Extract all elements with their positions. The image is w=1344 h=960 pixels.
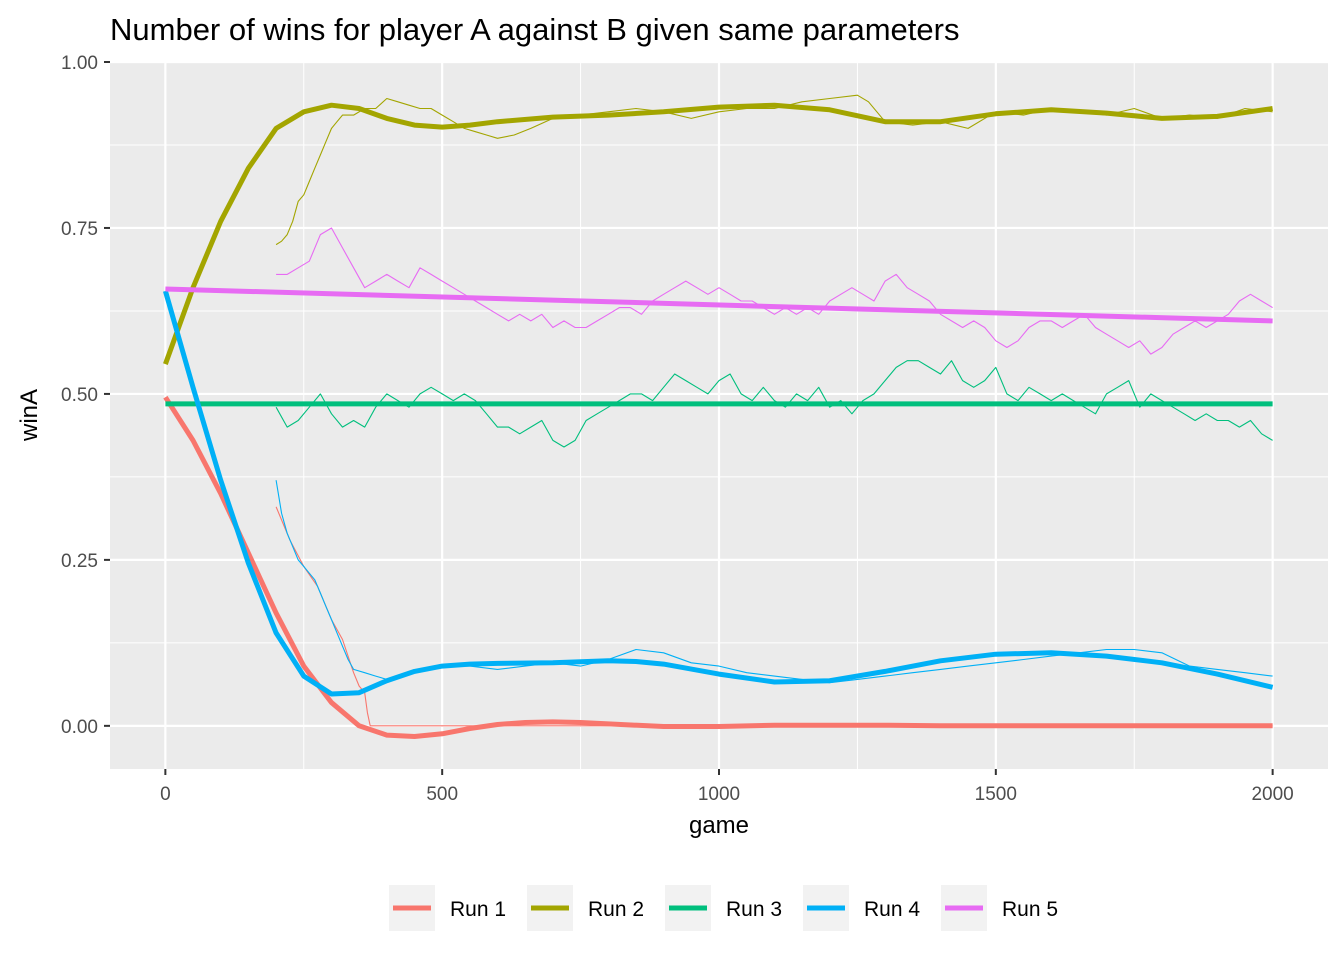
chart-title: Number of wins for player A against B gi… (110, 12, 959, 47)
smoothed-series-lines (162, 102, 1274, 739)
x-tick-label: 1000 (698, 784, 740, 805)
legend-item-run-3: Run 3 (665, 885, 782, 931)
smooth-line-run-2 (163, 102, 1273, 365)
raw-line-run-5 (276, 227, 1273, 355)
y-axis-title: winA (16, 389, 43, 442)
smooth-line-run-1 (163, 395, 1273, 739)
legend-label: Run 1 (450, 898, 506, 921)
smooth-line-run-5 (165, 286, 1273, 324)
axes: 0.00 0.25 0.50 0.75 1.00 0 500 1000 1500 2000 (61, 53, 1294, 805)
x-axis-title: game (689, 812, 749, 839)
y-tick-label: 0.00 (61, 717, 98, 738)
y-tick-label: 0.75 (61, 219, 98, 240)
legend-item-run-2: Run 2 (527, 885, 644, 931)
x-tick-label: 2000 (1251, 784, 1293, 805)
raw-line-run-3 (275, 360, 1273, 448)
y-tick-label: 0.25 (61, 551, 98, 572)
legend-item-run-5: Run 5 (941, 885, 1058, 931)
legend-item-run-4: Run 4 (803, 885, 920, 931)
y-tick-label: 0.50 (61, 385, 98, 406)
legend-item-run-1: Run 1 (389, 885, 506, 931)
legend-label: Run 3 (726, 898, 782, 921)
legend-label: Run 4 (864, 898, 920, 921)
x-tick-label: 0 (160, 784, 171, 805)
legend-label: Run 2 (588, 898, 644, 921)
legend-label: Run 5 (1002, 898, 1058, 921)
y-tick-label: 1.00 (61, 53, 98, 74)
x-tick-label: 1500 (975, 784, 1017, 805)
x-tick-label: 500 (426, 784, 458, 805)
legend: Run 1 Run 2 Run 3 Run 4 Run 5 (389, 885, 1058, 931)
smooth-line-run-4 (162, 290, 1274, 697)
